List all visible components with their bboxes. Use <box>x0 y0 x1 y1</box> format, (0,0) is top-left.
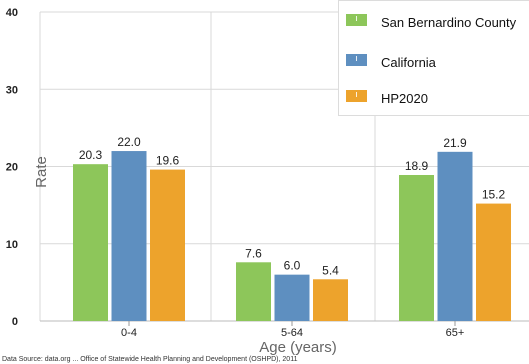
bar[interactable] <box>476 203 511 321</box>
y-axis-label: Rate <box>33 156 50 188</box>
bar-value-label: 20.3 <box>79 148 103 162</box>
bar-value-label: 18.9 <box>405 159 429 173</box>
y-tick-label: 10 <box>6 239 18 251</box>
y-tick-label: 40 <box>6 7 18 19</box>
legend: San Bernardino County California HP2020 <box>338 0 529 116</box>
y-tick-label: 20 <box>6 162 18 174</box>
x-tick-label: 5-64 <box>281 327 303 339</box>
bar-value-label: 21.9 <box>443 136 467 150</box>
bar-value-label: 22.0 <box>117 135 141 149</box>
bar[interactable] <box>111 151 147 321</box>
bar[interactable] <box>313 279 348 321</box>
legend-item-san-bernardino[interactable]: San Bernardino County <box>339 9 529 37</box>
legend-swatch-san-bernardino <box>346 14 367 26</box>
bar[interactable] <box>274 274 310 321</box>
bar-value-label: 19.6 <box>156 154 180 168</box>
data-labels: 20.3 22.0 19.6 7.6 6.0 5.4 18.9 21.9 15.2 <box>79 135 506 277</box>
bar[interactable] <box>399 174 434 321</box>
source-note: Data Source: data.org ... Office of Stat… <box>2 356 298 363</box>
legend-item-hp2020[interactable]: HP2020 <box>339 85 529 113</box>
legend-label-hp2020: HP2020 <box>381 91 428 106</box>
legend-label-california: California <box>381 55 436 70</box>
bar-value-label: 15.2 <box>482 188 506 202</box>
x-tick-label: 0-4 <box>121 327 137 339</box>
bar-value-label: 7.6 <box>245 246 262 260</box>
legend-swatch-california <box>346 54 367 66</box>
x-tick-label: 65+ <box>446 327 465 339</box>
bar[interactable] <box>150 169 185 321</box>
bar[interactable] <box>73 164 108 321</box>
legend-item-california[interactable]: California <box>339 49 529 77</box>
y-axis-ticks: 0 10 20 30 40 <box>6 7 18 328</box>
y-tick-label: 0 <box>12 316 18 328</box>
legend-swatch-hp2020 <box>346 90 367 102</box>
bar-value-label: 5.4 <box>322 263 339 277</box>
x-axis-ticks: 0-4 5-64 65+ <box>121 321 464 339</box>
legend-label-san-bernardino: San Bernardino County <box>381 15 517 30</box>
bar[interactable] <box>236 262 271 321</box>
bar[interactable] <box>437 151 473 321</box>
bar-value-label: 6.0 <box>284 259 301 273</box>
bars <box>73 151 511 321</box>
y-tick-label: 30 <box>6 84 18 96</box>
x-axis-label: Age (years) <box>259 339 337 356</box>
